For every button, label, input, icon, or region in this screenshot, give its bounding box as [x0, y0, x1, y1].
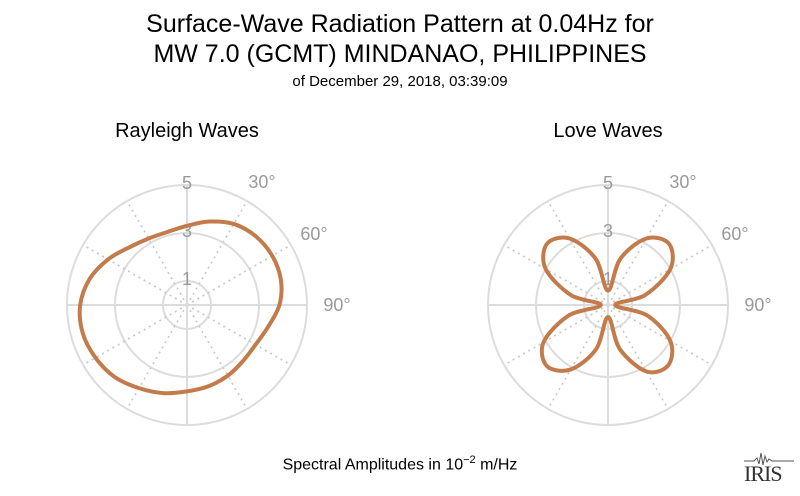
love-panel-title: Love Waves: [553, 120, 662, 142]
rayleigh-radial-tick-label: 5: [182, 173, 192, 193]
rayleigh-radial-tick-label: 1: [182, 269, 192, 289]
footer-caption: Spectral Amplitudes in 10−2 m/Hz: [0, 454, 800, 474]
love-radial-tick-label: 1: [603, 269, 613, 289]
footer-prefix: Spectral Amplitudes in: [282, 456, 446, 474]
love-grid-spoke: [547, 304, 609, 410]
love-grid-spoke: [547, 200, 609, 306]
chart-subtitle: of December 29, 2018, 03:39:09: [292, 73, 508, 90]
iris-logo: IRIS: [744, 447, 794, 487]
footer-exponent: −2: [463, 454, 476, 466]
rayleigh-grid-spoke: [186, 304, 248, 410]
rayleigh-grid-spoke: [82, 244, 188, 306]
love-angle-tick-label: 30°: [669, 172, 696, 192]
love-grid-spoke: [607, 304, 669, 410]
love-grid-spoke: [607, 244, 713, 306]
love-grid-spoke: [607, 200, 669, 306]
footer-unit: m/Hz: [475, 456, 518, 474]
rayleigh-radiation-curve: [77, 219, 284, 396]
rayleigh-radial-tick-label: 3: [182, 221, 192, 241]
rayleigh-grid-spoke: [186, 304, 292, 366]
rayleigh-grid-spoke: [82, 304, 188, 366]
rayleigh-angle-tick-label: 30°: [248, 172, 275, 192]
chart-title-line2: MW 7.0 (GCMT) MINDANAO, PHILIPPINES: [153, 40, 647, 68]
love-grid-spoke: [503, 244, 609, 306]
love-radiation-curve: [539, 235, 675, 375]
rayleigh-grid-spoke: [126, 304, 188, 410]
rayleigh-angle-tick-label: 90°: [323, 295, 350, 315]
love-grid-spoke: [607, 304, 713, 366]
love-angle-tick-label: 90°: [744, 295, 771, 315]
love-radial-tick-label: 5: [603, 173, 613, 193]
chart-title: Surface-Wave Radiation Pattern at 0.04Hz…: [146, 10, 654, 38]
rayleigh-angle-tick-label: 60°: [300, 224, 327, 244]
rayleigh-grid-spoke: [186, 244, 292, 306]
rayleigh-grid-spoke: [126, 200, 188, 306]
footer-base: 10: [445, 456, 464, 474]
love-angle-tick-label: 60°: [721, 224, 748, 244]
rayleigh-panel-title: Rayleigh Waves: [115, 120, 259, 142]
love-radial-tick-label: 3: [603, 221, 613, 241]
seismogram-icon: [744, 452, 794, 466]
love-grid-spoke: [503, 304, 609, 366]
logo-text: IRIS: [744, 461, 783, 486]
rayleigh-grid-spoke: [186, 200, 248, 306]
